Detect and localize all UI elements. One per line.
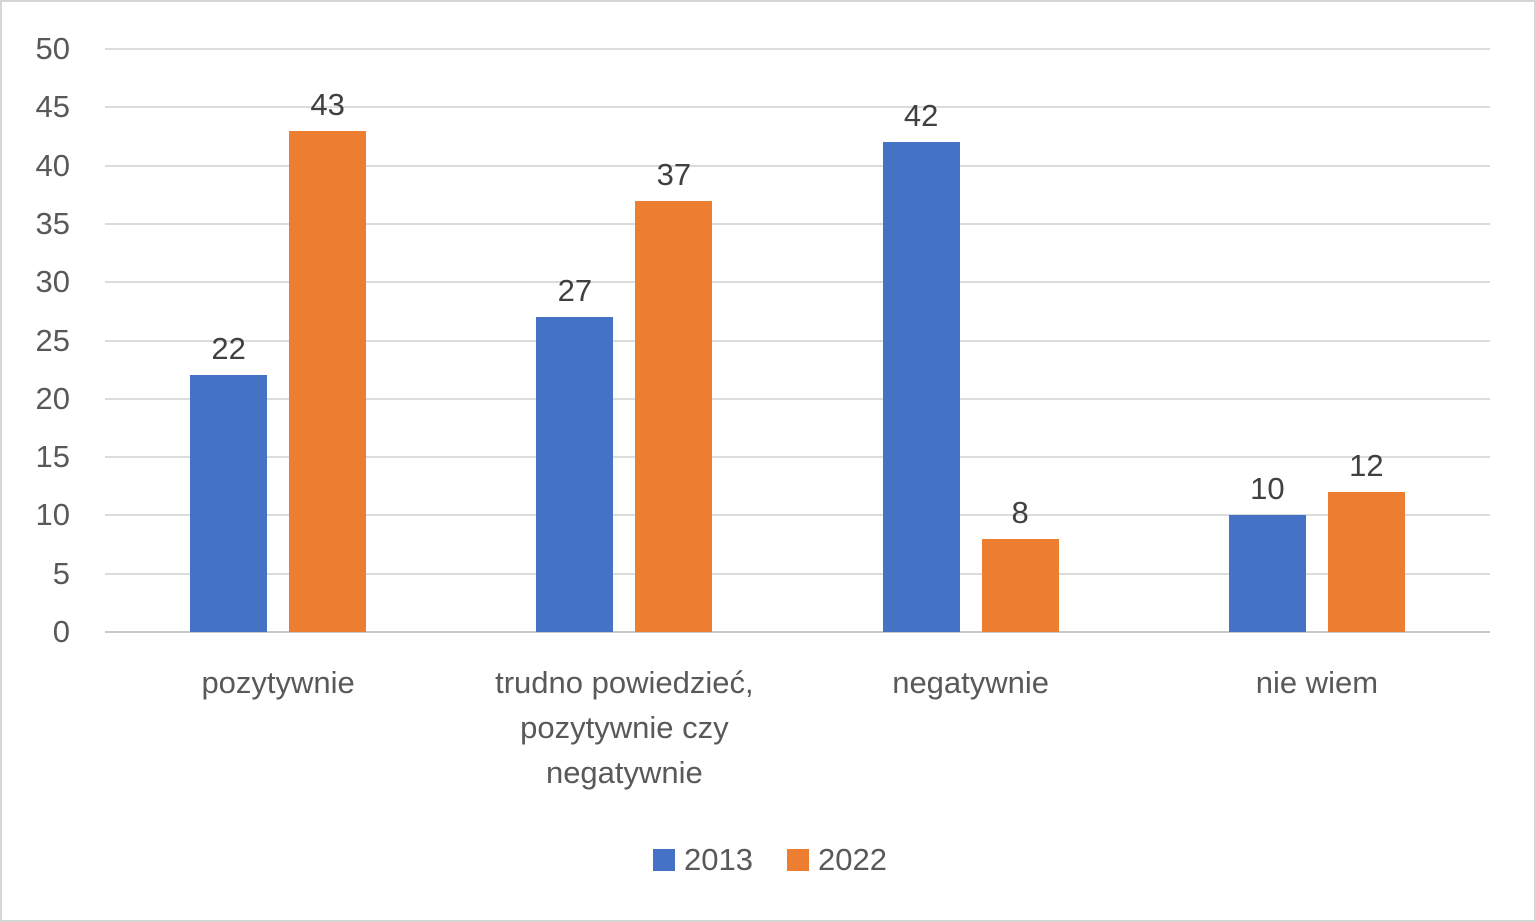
gridline [105,222,1490,225]
bar-2013-pozytywnie [190,375,268,632]
category-label: negatywnie [892,665,1050,700]
x-axis-line [105,631,1490,633]
y-tick-label: 35 [35,205,70,241]
bar-2022-trudno [635,200,713,632]
legend-item-2013: 2013 [653,842,753,878]
bar-2022-pozytywnie [289,130,367,632]
gridline [105,48,1490,50]
category-label: nie wiem [1255,665,1379,700]
bar-2022-negatywnie [981,538,1059,632]
plot-area: 22 43 27 37 42 8 10 12 [105,48,1490,633]
legend-swatch-icon [653,849,676,871]
data-label: 37 [656,156,692,192]
gridline [105,164,1490,167]
y-tick-label: 30 [35,264,70,300]
category-label: trudno powiedzieć, pozytywnie czy negaty… [495,665,754,790]
legend-item-2022: 2022 [787,842,887,878]
category-label: pozytywnie [201,665,355,700]
y-tick-label: 25 [35,322,70,358]
bar-2013-nie [1228,515,1306,632]
bar-2013-negatywnie [882,142,960,632]
data-label: 22 [211,331,246,367]
gridline [105,106,1490,109]
legend-label: 2022 [818,842,887,877]
gridline [105,572,1490,575]
legend-swatch-icon [787,849,809,871]
legend-label: 2013 [684,842,753,877]
gridline [105,456,1490,459]
y-tick-label: 50 [35,31,70,66]
y-axis: 0 5 10 15 20 25 30 35 40 45 50 [2,2,70,920]
data-label: 12 [1349,448,1384,484]
x-axis-category-labels: pozytywnie trudno powiedzieć, pozytywnie … [105,660,1490,810]
bar-2013-trudno [536,317,614,632]
legend: 2013 2022 [2,842,1534,878]
y-tick-label: 15 [35,439,70,475]
data-label: 43 [310,86,345,122]
data-label: 42 [903,98,939,134]
y-tick-label: 45 [35,89,70,125]
data-label: 27 [557,273,593,309]
data-label: 8 [1011,494,1029,530]
y-tick-label: 20 [35,380,70,416]
y-tick-label: 0 [52,614,70,649]
gridline [105,397,1490,400]
bar-2022-nie [1327,492,1405,632]
gridline [105,281,1490,284]
data-label: 10 [1250,471,1285,507]
y-tick-label: 10 [35,497,70,533]
gridline [105,339,1490,342]
y-tick-label: 40 [35,147,70,183]
y-tick-label: 5 [52,555,70,591]
gridline [105,514,1490,517]
